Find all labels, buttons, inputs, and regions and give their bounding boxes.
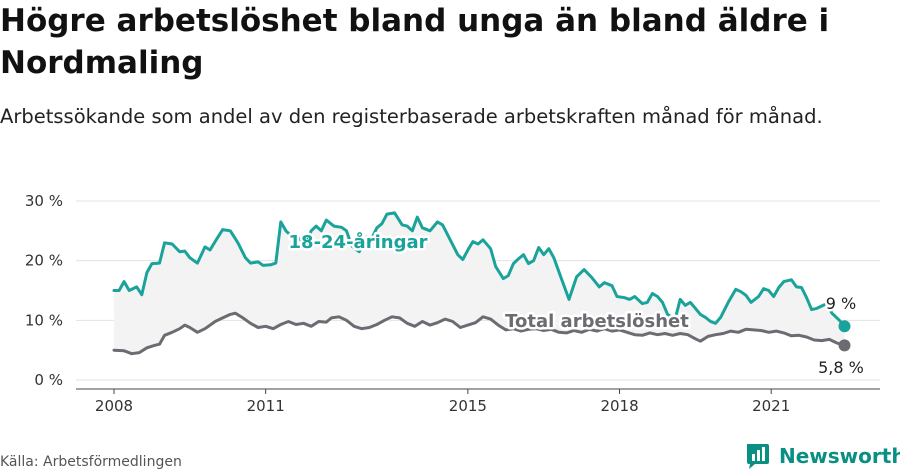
x-tick-label: 2018	[600, 397, 638, 415]
chart-title: Högre arbetslöshet bland unga än bland ä…	[0, 3, 830, 81]
newsworthy-logo-icon	[747, 444, 769, 469]
end-point-youth	[838, 320, 851, 333]
end-value-youth: 9 %	[826, 294, 856, 313]
series-line-total	[112, 311, 846, 356]
brand-name: Newsworthy	[779, 444, 900, 468]
between-series-fill	[114, 212, 845, 354]
series-lines	[112, 211, 851, 356]
series-label-youth: 18-24-åringar	[289, 231, 428, 253]
y-tick-label: 10 %	[25, 311, 63, 329]
y-tick-label: 30 %	[25, 192, 63, 210]
y-axis-ticks: 0 % 10 % 20 % 30 %	[25, 192, 63, 389]
end-value-total: 5,8 %	[818, 358, 864, 377]
y-tick-label: 0 %	[34, 371, 63, 389]
x-tick-label: 2011	[247, 397, 285, 415]
x-tick-label: 2015	[449, 397, 487, 415]
source-note: Källa: Arbetsförmedlingen	[0, 454, 182, 470]
x-tick-label: 2021	[752, 397, 790, 415]
y-tick-label: 20 %	[25, 252, 63, 270]
series-line-youth	[112, 211, 846, 328]
x-tick-label: 2008	[95, 397, 133, 415]
brand-logo: Newsworthy	[745, 441, 900, 471]
range-fill	[114, 212, 845, 354]
chart-subtitle: Arbetssökande som andel av den registerb…	[0, 105, 823, 128]
series-labels: 18-24-åringar Total arbetslöshet 9 % 5,8 %	[286, 229, 866, 380]
series-label-total: Total arbetslöshet	[505, 311, 689, 332]
x-axis: 2008 2011 2015 2018 2021	[76, 388, 880, 415]
end-point-total	[838, 339, 851, 352]
